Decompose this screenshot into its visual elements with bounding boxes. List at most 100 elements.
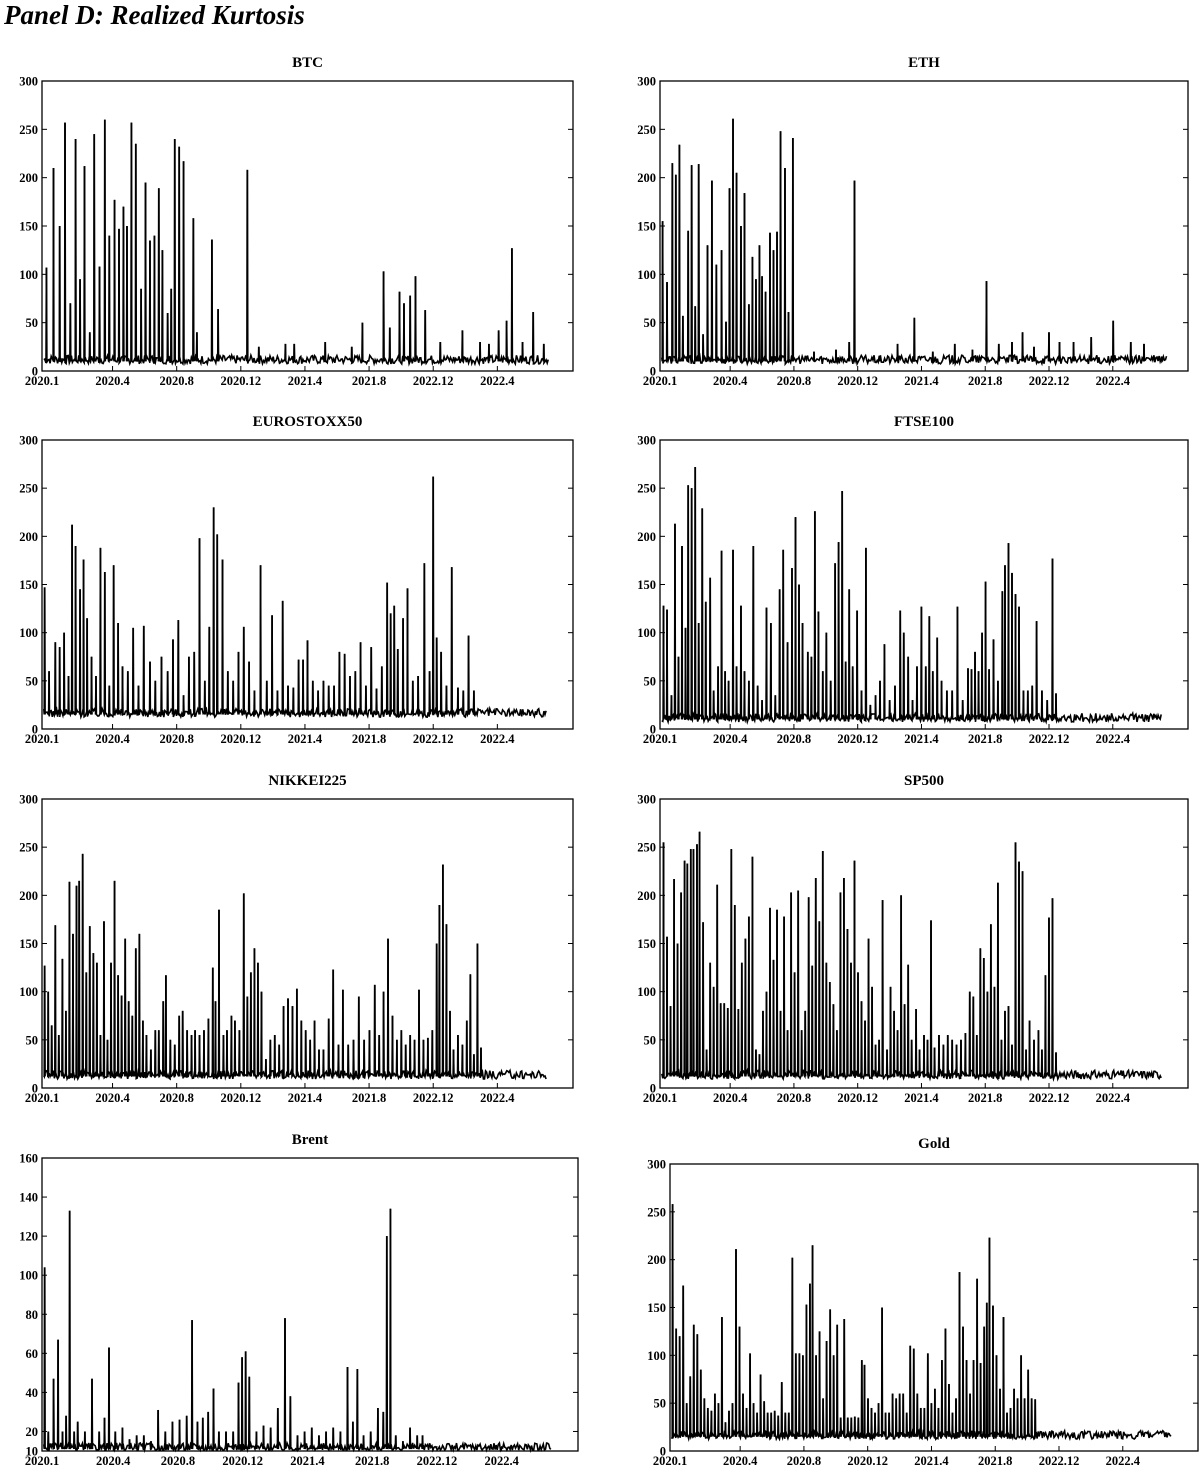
y-tick-label: 100: [637, 626, 656, 640]
plot-frame: [41, 80, 574, 372]
y-tick-label: 150: [19, 220, 38, 234]
y-tick-label: 300: [19, 75, 38, 89]
x-tick-label: 2020.4: [96, 1454, 131, 1468]
chart-title: EUROSTOXX50: [253, 414, 363, 430]
x-tick-label: 2020.12: [221, 1091, 262, 1105]
chart-title: SP500: [904, 773, 944, 789]
y-tick-label: 60: [26, 1347, 39, 1361]
y-tick-label: 200: [647, 1253, 666, 1267]
x-tick-label: 2020.1: [643, 732, 677, 746]
x-tick-label: 2022.4: [1096, 374, 1131, 388]
y-tick-label: 50: [26, 674, 39, 688]
chart-eurostoxx50: EUROSTOXX50 0 50 100 150 200 250 300 2020.1 2020.…: [19, 414, 574, 746]
panel-title: Panel D: Realized Kurtosis: [4, 0, 305, 30]
y-tick-label: 50: [654, 1397, 667, 1411]
x-tick-label: 2021.8: [352, 1091, 386, 1105]
x-tick-label: 2020.1: [25, 1454, 59, 1468]
y-tick-label: 0: [660, 1445, 666, 1459]
y-tick-label: 0: [650, 1082, 656, 1096]
y-tick-label: 80: [26, 1308, 39, 1322]
x-tick-label: 2020.8: [161, 1454, 195, 1468]
x-tick-label: 2020.4: [95, 732, 130, 746]
y-tick-label: 100: [19, 985, 38, 999]
y-tick-label: 100: [647, 1349, 666, 1363]
x-tick-label: 2021.4: [288, 1091, 323, 1105]
x-tick-label: 2021.8: [978, 1454, 1012, 1468]
x-tick-label: 2022.12: [1039, 1454, 1080, 1468]
x-tick-label: 2021.4: [904, 374, 939, 388]
y-tick-label: 250: [637, 841, 656, 855]
chart-gold: Gold 0 50 100 150 200 250 300 2020.1 2020.4 2020.8…: [647, 1136, 1199, 1468]
x-tick-label: 2020.4: [713, 732, 748, 746]
chart-title: NIKKEI225: [268, 773, 346, 789]
x-tick-label: 2020.12: [837, 1091, 878, 1105]
x-tick-label: 2022.4: [480, 1091, 515, 1105]
y-tick-label: 0: [32, 365, 38, 379]
y-tick-label: 100: [637, 985, 656, 999]
y-tick-label: 200: [637, 530, 656, 544]
y-tick-label: 150: [637, 578, 656, 592]
x-tick-label: 2021.8: [968, 1091, 1002, 1105]
y-tick-label: 250: [19, 123, 38, 137]
y-tick-label: 0: [650, 723, 656, 737]
y-tick-label: 200: [637, 889, 656, 903]
y-tick-label: 40: [26, 1386, 39, 1400]
y-tick-label: 250: [637, 482, 656, 496]
y-tick-label: 300: [19, 793, 38, 807]
x-tick-label: 2020.1: [643, 374, 677, 388]
chart-nikkei225: NIKKEI225 0 50 100 150 200 250 300 2020.1 2020.4 2…: [19, 773, 574, 1105]
y-tick-label: 200: [19, 889, 38, 903]
x-tick-label: 2020.4: [95, 1091, 130, 1105]
x-tick-label: 2020.8: [777, 1091, 811, 1105]
x-tick-label: 2021.4: [288, 732, 323, 746]
x-tick-label: 2020.8: [787, 1454, 821, 1468]
x-tick-label: 2020.4: [723, 1454, 758, 1468]
x-tick-label: 2021.8: [352, 732, 386, 746]
y-tick-label: 10: [26, 1445, 39, 1459]
x-tick-label: 2020.1: [643, 1091, 677, 1105]
x-tick-label: 2020.12: [837, 374, 878, 388]
x-tick-label: 2020.12: [221, 732, 262, 746]
x-tick-label: 2022.4: [1096, 732, 1131, 746]
series-line: [43, 1208, 552, 1454]
chart-ftse100: FTSE100 0 50 100 150 200 250 300 2020.1 2020.4 202…: [637, 414, 1189, 746]
chart-title: ETH: [908, 55, 940, 71]
y-tick-label: 100: [19, 268, 38, 282]
y-tick-label: 300: [647, 1158, 666, 1172]
chart-title: Brent: [292, 1132, 328, 1148]
x-tick-label: 2022.4: [484, 1454, 519, 1468]
x-tick-label: 2020.1: [25, 374, 59, 388]
y-tick-label: 300: [19, 434, 38, 448]
x-tick-label: 2021.8: [352, 374, 386, 388]
x-tick-label: 2022.12: [417, 1454, 458, 1468]
y-tick-label: 50: [644, 674, 657, 688]
x-tick-label: 2020.12: [222, 1454, 263, 1468]
y-tick-label: 300: [637, 434, 656, 448]
y-tick-label: 100: [19, 626, 38, 640]
y-tick-label: 150: [19, 937, 38, 951]
x-tick-label: 2020.8: [159, 374, 193, 388]
y-tick-label: 20: [26, 1425, 39, 1439]
y-tick-label: 150: [637, 220, 656, 234]
x-tick-label: 2020.4: [713, 374, 748, 388]
y-tick-label: 50: [644, 316, 657, 330]
x-tick-label: 2021.4: [914, 1454, 949, 1468]
y-tick-label: 200: [637, 171, 656, 185]
x-tick-label: 2022.12: [1029, 374, 1070, 388]
y-tick-label: 140: [19, 1191, 38, 1205]
y-tick-label: 250: [19, 482, 38, 496]
x-tick-label: 2022.12: [413, 374, 454, 388]
y-tick-label: 150: [637, 937, 656, 951]
y-tick-label: 250: [647, 1205, 666, 1219]
y-tick-label: 200: [19, 530, 38, 544]
chart-brent: Brent 10 20 40 60 80 100 120 140 160 2020.1 2020.4 2…: [19, 1132, 579, 1468]
x-tick-label: 2020.1: [25, 1091, 59, 1105]
y-tick-label: 0: [32, 1082, 38, 1096]
x-tick-label: 2020.8: [159, 732, 193, 746]
y-tick-label: 250: [637, 123, 656, 137]
y-tick-label: 50: [26, 316, 39, 330]
x-tick-label: 2022.12: [1029, 1091, 1070, 1105]
y-tick-label: 120: [19, 1230, 38, 1244]
y-tick-label: 100: [19, 1269, 38, 1283]
x-tick-label: 2021.8: [968, 732, 1002, 746]
